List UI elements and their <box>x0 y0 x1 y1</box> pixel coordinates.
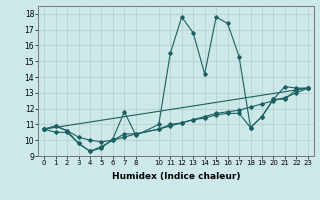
X-axis label: Humidex (Indice chaleur): Humidex (Indice chaleur) <box>112 172 240 181</box>
